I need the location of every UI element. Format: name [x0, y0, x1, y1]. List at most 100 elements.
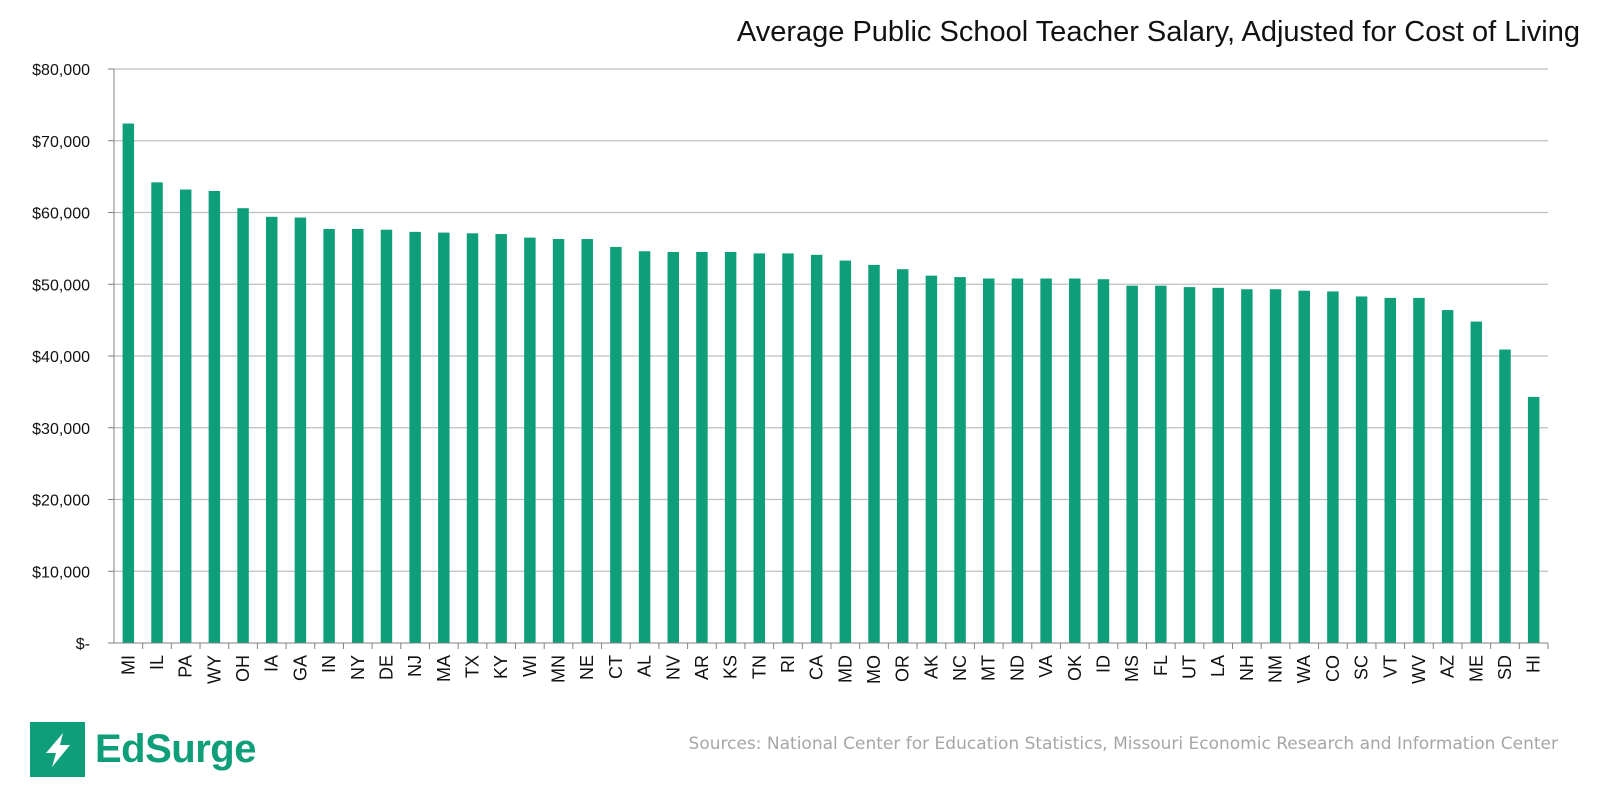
x-tick-label: WI — [520, 655, 540, 677]
x-tick-label: LA — [1208, 655, 1228, 677]
x-tick-label: WY — [204, 655, 224, 684]
x-tick-label: IA — [262, 655, 282, 672]
x-tick-label: SD — [1495, 655, 1515, 680]
x-tick-label: DE — [376, 655, 396, 680]
y-tick-label: $80,000 — [32, 62, 90, 79]
bar-ma — [438, 232, 450, 643]
axes — [108, 68, 1549, 649]
bar-oh — [237, 208, 249, 643]
x-tick-label: NV — [663, 655, 683, 680]
x-tick-label: OK — [1065, 655, 1085, 681]
bar-de — [380, 229, 393, 643]
bar-tx — [466, 233, 479, 643]
x-tick-label: MT — [979, 655, 999, 681]
bar-ut — [1183, 287, 1196, 643]
bar-or — [896, 269, 909, 643]
bar-nd — [1011, 278, 1024, 643]
bar-ny — [352, 229, 364, 643]
x-tick-label: MD — [835, 655, 855, 683]
bar-mo — [868, 264, 880, 643]
bar-ca — [810, 254, 823, 643]
x-tick-label: NH — [1237, 655, 1257, 681]
x-tick-label: CT — [606, 655, 626, 679]
bar-ct — [610, 246, 622, 643]
bar-hi — [1527, 396, 1540, 643]
bar-wy — [208, 190, 221, 643]
x-tick-label: MO — [864, 655, 884, 684]
bar-sc — [1355, 296, 1368, 643]
bar-nm — [1269, 289, 1282, 643]
x-tick-label: SC — [1352, 655, 1372, 680]
x-tick-label: OR — [893, 655, 913, 682]
bar-ar — [696, 251, 708, 643]
axis-labels: $- $10,000 $20,000 $30,000 $40,000 $50,000 $60… — [32, 62, 1544, 684]
bar-tn — [753, 253, 766, 643]
source-note: Sources: National Center for Education S… — [688, 734, 1558, 754]
x-tick-label: KY — [491, 655, 511, 679]
x-tick-label: MN — [549, 655, 569, 683]
x-tick-label: AK — [921, 655, 941, 679]
x-tick-label: IN — [319, 655, 339, 673]
x-tick-label: TX — [463, 655, 483, 678]
bar-sd — [1499, 349, 1511, 643]
y-tick-label: $50,000 — [32, 277, 90, 294]
x-tick-label: WA — [1294, 655, 1314, 683]
x-tick-label: NE — [577, 655, 597, 680]
y-tick-label: $10,000 — [32, 564, 90, 581]
x-tick-label: AZ — [1438, 655, 1458, 678]
x-tick-label: ME — [1466, 655, 1486, 682]
x-tick-label: FL — [1151, 655, 1171, 676]
x-tick-label: KS — [721, 655, 741, 679]
bar-wa — [1298, 290, 1310, 643]
bar-pa — [179, 189, 192, 644]
x-tick-label: RI — [778, 655, 798, 673]
y-tick-label: $40,000 — [32, 349, 90, 366]
y-tick-label: $30,000 — [32, 421, 90, 438]
y-tick-label: $60,000 — [32, 206, 90, 223]
bar-nh — [1241, 289, 1253, 643]
bar-chart: $- $10,000 $20,000 $30,000 $40,000 $50,000 $60… — [32, 62, 1549, 684]
bar-ok — [1069, 278, 1081, 643]
bar-md — [839, 260, 852, 643]
x-tick-label: AR — [692, 655, 712, 680]
bar-ms — [1126, 285, 1138, 643]
x-tick-label: MA — [434, 655, 454, 682]
x-tick-label: MI — [118, 655, 138, 675]
x-tick-label: WV — [1409, 655, 1429, 684]
x-tick-label: NC — [950, 655, 970, 681]
bar-ri — [782, 253, 794, 643]
bar-ky — [495, 234, 507, 643]
bar-nc — [954, 277, 966, 643]
bar-fl — [1155, 285, 1167, 643]
x-tick-label: NY — [348, 655, 368, 680]
x-tick-label: AL — [635, 655, 655, 677]
bar-in — [323, 229, 335, 643]
x-tick-label: HI — [1524, 655, 1544, 673]
y-tick-label: $- — [76, 636, 90, 653]
x-tick-label: OH — [233, 655, 253, 682]
x-tick-label: ND — [1007, 655, 1027, 681]
bar-la — [1212, 287, 1224, 643]
x-tick-label: PA — [176, 655, 196, 678]
bar-al — [638, 251, 651, 643]
lightning-bolt-icon — [30, 722, 85, 777]
x-tick-label: MS — [1122, 655, 1142, 682]
y-tick-label: $20,000 — [32, 493, 90, 510]
bar-wi — [524, 237, 536, 644]
x-tick-label: ID — [1093, 655, 1113, 673]
bar-ia — [266, 216, 278, 643]
x-tick-label: VA — [1036, 655, 1056, 678]
bar-il — [151, 182, 163, 644]
bar-nv — [667, 251, 679, 643]
bar-wv — [1413, 297, 1425, 643]
x-tick-label: VT — [1380, 655, 1400, 678]
x-tick-label: CO — [1323, 655, 1343, 682]
bar-vt — [1384, 297, 1396, 643]
bar-mn — [552, 239, 565, 644]
x-tick-label: CA — [807, 655, 827, 680]
bar-az — [1441, 310, 1454, 643]
bar-va — [1040, 278, 1052, 643]
x-tick-label: TN — [749, 655, 769, 679]
x-tick-label: UT — [1180, 655, 1200, 679]
logo-wordmark: EdSurge — [95, 727, 256, 771]
